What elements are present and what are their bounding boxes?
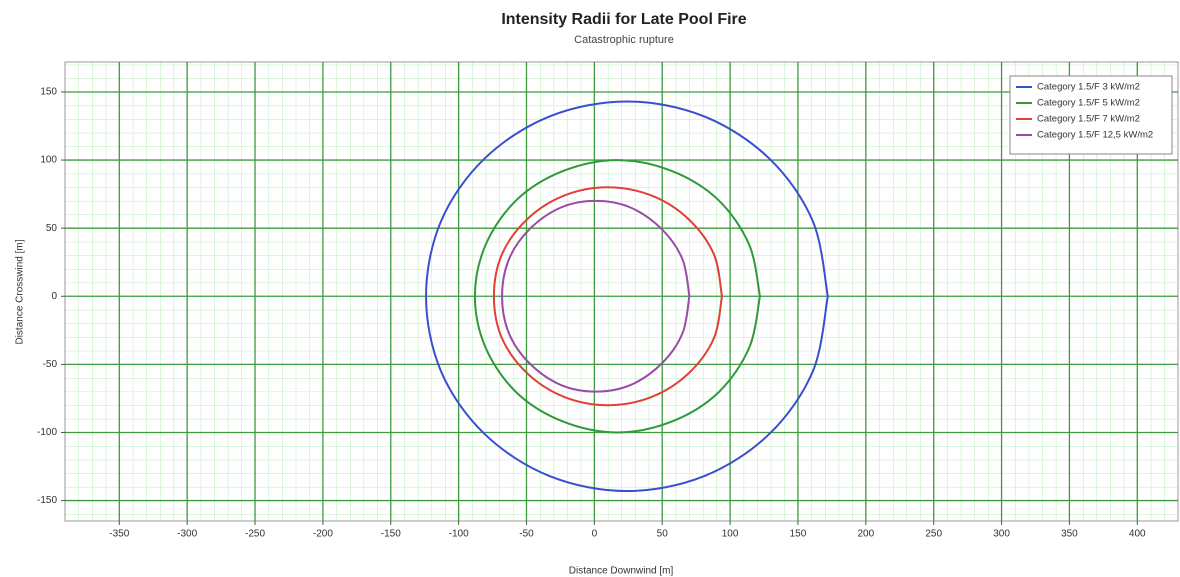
x-tick-label: 250 [925,529,942,540]
y-tick-label: -100 [37,427,57,438]
x-tick-label: -150 [381,529,401,540]
y-tick-label: 100 [40,155,57,166]
x-tick-label: 0 [592,529,598,540]
chart-title: Intensity Radii for Late Pool Fire [501,11,746,28]
chart-subtitle: Catastrophic rupture [574,34,674,46]
plot-area [64,61,1179,522]
legend-label: Category 1.5/F 12,5 kW/m2 [1037,130,1153,141]
x-tick-label: -100 [449,529,469,540]
x-tick-label: -300 [177,529,197,540]
legend-label: Category 1.5/F 5 kW/m2 [1037,98,1140,109]
x-tick-label: 350 [1061,529,1078,540]
contour-line [492,186,723,407]
x-tick-label: -350 [109,529,129,540]
x-tick-label: -50 [519,529,534,540]
x-tick-label: 150 [790,529,807,540]
x-tick-label: 100 [722,529,739,540]
x-tick-label: 50 [657,529,669,540]
y-tick-label: 150 [40,87,57,98]
x-axis-label: Distance Downwind [m] [569,566,674,577]
contour-line [425,100,829,493]
y-tick-label: 0 [51,291,57,302]
legend-box [1009,75,1173,155]
y-tick-label: 50 [46,223,58,234]
y-tick-label: -150 [37,495,57,506]
x-tick-label: 400 [1129,529,1146,540]
x-tick-label: 200 [857,529,874,540]
contour-line [501,199,691,393]
contour-line [473,159,761,434]
legend-label: Category 1.5/F 3 kW/m2 [1037,82,1140,93]
y-axis-label: Distance Crosswind [m] [15,239,26,344]
x-tick-label: -250 [245,529,265,540]
y-tick-label: -50 [43,359,58,370]
x-tick-label: -200 [313,529,333,540]
x-tick-label: 300 [993,529,1010,540]
legend-label: Category 1.5/F 7 kW/m2 [1037,114,1140,125]
